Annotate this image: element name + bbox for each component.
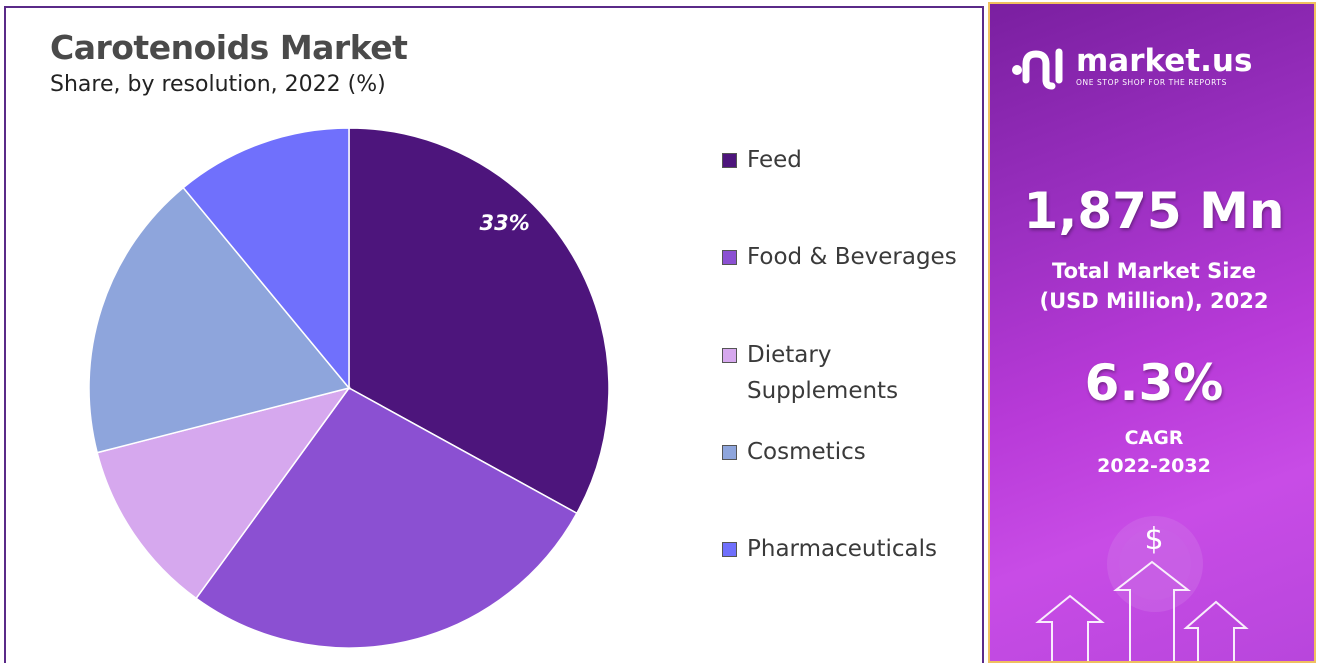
dollar-icon: $ — [1144, 522, 1164, 557]
pie-slice-cosmetics — [88, 186, 351, 454]
growth-arrows-illustration — [1035, 516, 1249, 661]
brand-name: market.us — [1076, 42, 1253, 79]
pie-chart: 33% — [88, 127, 610, 649]
pie-slice-dietary-supplements — [96, 386, 351, 600]
legend-label: Cosmetics — [747, 439, 866, 465]
market-size-label-line2: (USD Million), 2022 — [1039, 289, 1269, 313]
legend-item: Food & Beverages — [722, 239, 957, 275]
market-size-value: 1,875 Mn — [1023, 182, 1285, 240]
cagr-value: 6.3% — [1084, 354, 1224, 412]
brand-tagline: ONE STOP SHOP FOR THE REPORTS — [1076, 77, 1227, 87]
legend-item: Cosmetics — [722, 434, 866, 470]
pie-slice-food-beverages — [195, 387, 578, 649]
legend-item: Pharmaceuticals — [722, 531, 937, 567]
market-summary-panel: $ market.us ONE STOP SHOP FOR THE REPORT… — [988, 2, 1316, 663]
legend-swatch — [722, 445, 737, 460]
data-label: 33% — [479, 211, 529, 235]
legend-swatch — [722, 153, 737, 168]
legend-swatch — [722, 348, 737, 363]
chart-subtitle: Share, by resolution, 2022 (%) — [50, 72, 386, 97]
brand: market.us ONE STOP SHOP FOR THE REPORTS — [1010, 40, 1252, 92]
legend-item: Dietary Supplements — [722, 337, 898, 409]
cagr-period: 2022-2032 — [1097, 455, 1211, 477]
market-us-logo — [1012, 48, 1063, 90]
legend-label: Feed — [747, 147, 802, 173]
chart-title: Carotenoids Market — [50, 28, 408, 67]
legend-label: Pharmaceuticals — [747, 536, 937, 562]
legend-swatch — [722, 542, 737, 557]
pie-slice-feed — [348, 127, 610, 515]
legend-label: Food & Beverages — [747, 244, 957, 270]
cagr-label: CAGR — [1124, 427, 1184, 449]
legend-label: Dietary Supplements — [747, 342, 899, 404]
chart-legend: Feed Food & Beverages Dietary Supplements C… — [722, 0, 982, 663]
legend-swatch — [722, 250, 737, 265]
pie-slice-pharmaceuticals — [182, 127, 350, 391]
market-size-label-line1: Total Market Size — [1052, 259, 1256, 283]
legend-item: Feed — [722, 142, 802, 178]
